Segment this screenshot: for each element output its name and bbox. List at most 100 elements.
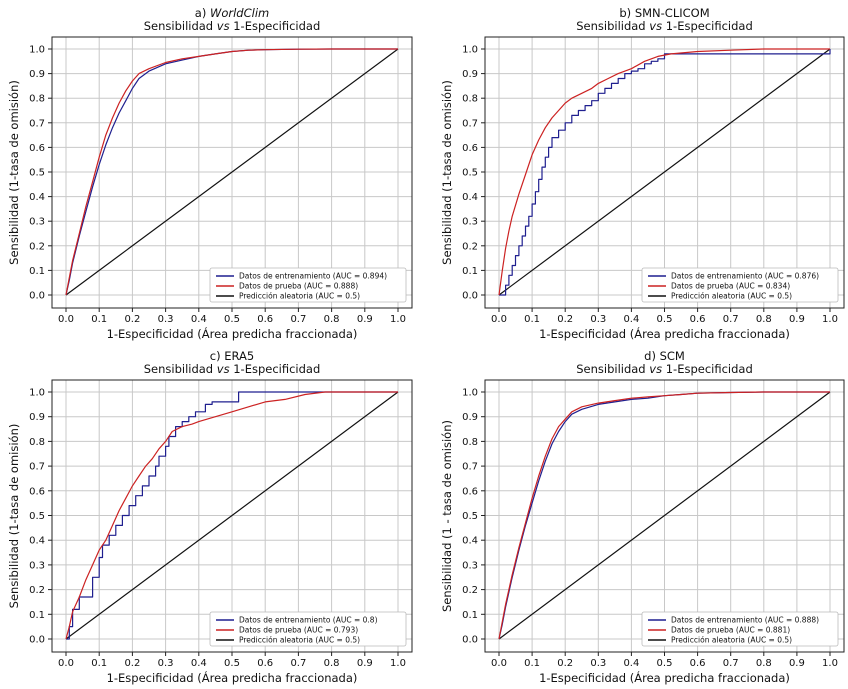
subtitle-pre: Sensibilidad bbox=[576, 362, 649, 376]
y-axis-label: Sensibilidad (1 - tasa de omisión) bbox=[440, 420, 454, 612]
x-tick-label: 0.2 bbox=[124, 658, 140, 669]
legend-entry: Predicción aleatoria (AUC = 0.5) bbox=[239, 636, 360, 645]
roc-panel-3: 0.0 0.1 0.2 0.3 0.4 0.5 0.6 0.7 0.8 0.9 1.0 0.0 0.1 0… bbox=[7, 349, 413, 685]
legend-entry: Datos de entrenamiento (AUC = 0.888) bbox=[671, 616, 819, 625]
x-tick-label: 1.0 bbox=[822, 314, 838, 325]
x-tick-label: 0.3 bbox=[590, 314, 606, 325]
series-line-random bbox=[498, 391, 831, 640]
subtitle-post: 1-Especificidad bbox=[230, 19, 321, 33]
legend-entry: Datos de prueba (AUC = 0.888) bbox=[239, 282, 358, 291]
x-tick-label: 0.6 bbox=[257, 658, 273, 669]
roc-panel-2: 0.0 0.1 0.2 0.3 0.4 0.5 0.6 0.7 0.8 0.9 1.0 0.0 0.1 0… bbox=[440, 6, 845, 341]
legend: Datos de entrenamiento (AUC = 0.894)Dato… bbox=[209, 267, 407, 303]
legend: Datos de entrenamiento (AUC = 0.876)Dato… bbox=[641, 267, 839, 303]
x-axis-label: 1-Especificidad (Área predicha fracciona… bbox=[107, 670, 358, 685]
y-tick-label: 0.8 bbox=[29, 94, 45, 105]
series-line-test bbox=[65, 48, 398, 296]
y-tick-label: 0.6 bbox=[462, 486, 478, 497]
subtitle-vs: vs bbox=[649, 362, 662, 376]
x-tick-label: 0.8 bbox=[756, 314, 772, 325]
y-axis-label: Sensibilidad (1-tasa de omisión) bbox=[7, 80, 21, 265]
x-tick-label: 0.5 bbox=[657, 314, 673, 325]
series-line-test bbox=[65, 391, 398, 640]
y-tick-label: 0.1 bbox=[462, 610, 478, 621]
x-tick-label: 0.3 bbox=[158, 658, 174, 669]
x-tick-label: 0.6 bbox=[690, 658, 706, 669]
panel-letter: c) bbox=[210, 349, 221, 363]
y-tick-label: 0.2 bbox=[462, 585, 478, 596]
y-tick-label: 0.5 bbox=[29, 511, 45, 522]
x-axis-label: 1-Especificidad (Área predicha fracciona… bbox=[107, 326, 358, 341]
y-tick-label: 0.3 bbox=[462, 560, 478, 571]
y-tick-label: 0.1 bbox=[462, 266, 478, 277]
y-tick-label: 0.3 bbox=[29, 560, 45, 571]
x-tick-label: 0.7 bbox=[290, 314, 306, 325]
x-tick-label: 0.3 bbox=[590, 658, 606, 669]
roc-panel-1: 0.0 0.1 0.2 0.3 0.4 0.5 0.6 0.7 0.8 0.9 1.0 0.0 0.1 0… bbox=[7, 6, 413, 341]
legend: Datos de entrenamiento (AUC = 0.888)Dato… bbox=[641, 611, 839, 647]
series-line-test bbox=[498, 391, 830, 640]
subtitle-vs: vs bbox=[649, 19, 662, 33]
x-tick-label: 0.5 bbox=[657, 658, 673, 669]
legend-entry: Datos de prueba (AUC = 0.793) bbox=[239, 626, 358, 635]
x-tick-label: 0.0 bbox=[491, 314, 507, 325]
x-tick-label: 0.4 bbox=[191, 658, 207, 669]
subtitle-vs: vs bbox=[217, 19, 230, 33]
y-tick-label: 0.9 bbox=[29, 412, 45, 423]
y-tick-label: 0.4 bbox=[462, 536, 478, 547]
y-tick-label: 0.1 bbox=[29, 266, 45, 277]
legend-box bbox=[209, 611, 407, 647]
y-tick-label: 0.7 bbox=[29, 118, 45, 129]
chart-title: c) ERA5 bbox=[210, 349, 254, 363]
y-tick-label: 0.5 bbox=[29, 168, 45, 179]
roc-panel-4: 0.0 0.1 0.2 0.3 0.4 0.5 0.6 0.7 0.8 0.9 1.0 0.0 0.1 0… bbox=[440, 349, 845, 685]
series-line-random bbox=[498, 48, 831, 296]
legend-entry: Datos de entrenamiento (AUC = 0.8) bbox=[239, 616, 378, 625]
x-tick-label: 0.1 bbox=[524, 658, 540, 669]
y-tick-label: 0.7 bbox=[462, 118, 478, 129]
subtitle-post: 1-Especificidad bbox=[662, 362, 753, 376]
chart-subtitle: Sensibilidad vs 1-Especificidad bbox=[576, 19, 753, 33]
x-tick-label: 0.6 bbox=[690, 314, 706, 325]
legend-entry: Predicción aleatoria (AUC = 0.5) bbox=[671, 292, 792, 301]
chart-subtitle: Sensibilidad vs 1-Especificidad bbox=[144, 19, 321, 33]
y-tick-label: 0.9 bbox=[462, 69, 478, 80]
y-tick-label: 0.7 bbox=[462, 462, 478, 473]
y-tick-label: 1.0 bbox=[462, 388, 478, 399]
chart-subtitle: Sensibilidad vs 1-Especificidad bbox=[576, 362, 753, 376]
chart-subtitle: Sensibilidad vs 1-Especificidad bbox=[144, 362, 321, 376]
x-tick-label: 0.7 bbox=[290, 658, 306, 669]
chart-title: d) SCM bbox=[644, 349, 685, 363]
series-line-random bbox=[65, 48, 399, 296]
series-line-training bbox=[499, 49, 831, 296]
chart-title: b) SMN-CLICOM bbox=[619, 6, 709, 20]
series-line-training bbox=[66, 391, 398, 640]
x-tick-label: 0.9 bbox=[357, 658, 373, 669]
x-tick-label: 0.8 bbox=[324, 658, 340, 669]
x-tick-label: 0.4 bbox=[623, 314, 639, 325]
x-tick-label: 0.0 bbox=[491, 658, 507, 669]
y-tick-label: 0.0 bbox=[29, 291, 45, 302]
legend-entry: Datos de prueba (AUC = 0.834) bbox=[671, 282, 790, 291]
y-tick-label: 0.6 bbox=[29, 486, 45, 497]
y-tick-label: 0.3 bbox=[462, 217, 478, 228]
y-axis-label: Sensibilidad (1-tasa de omisión) bbox=[7, 424, 21, 609]
series-line-random bbox=[65, 391, 399, 640]
panel-letter: d) bbox=[644, 349, 656, 363]
x-tick-label: 0.2 bbox=[557, 658, 573, 669]
y-tick-label: 0.4 bbox=[462, 192, 478, 203]
legend-box bbox=[209, 267, 407, 303]
panel-letter: a) bbox=[195, 6, 207, 20]
x-tick-label: 0.2 bbox=[124, 314, 140, 325]
x-tick-label: 0.1 bbox=[524, 314, 540, 325]
x-tick-label: 0.1 bbox=[91, 314, 107, 325]
x-tick-label: 0.9 bbox=[357, 314, 373, 325]
y-tick-label: 0.7 bbox=[29, 462, 45, 473]
x-tick-label: 0.8 bbox=[324, 314, 340, 325]
y-tick-label: 0.9 bbox=[29, 69, 45, 80]
y-tick-label: 0.1 bbox=[29, 610, 45, 621]
x-tick-label: 0.1 bbox=[91, 658, 107, 669]
x-tick-label: 0.4 bbox=[623, 658, 639, 669]
x-tick-label: 0.4 bbox=[191, 314, 207, 325]
